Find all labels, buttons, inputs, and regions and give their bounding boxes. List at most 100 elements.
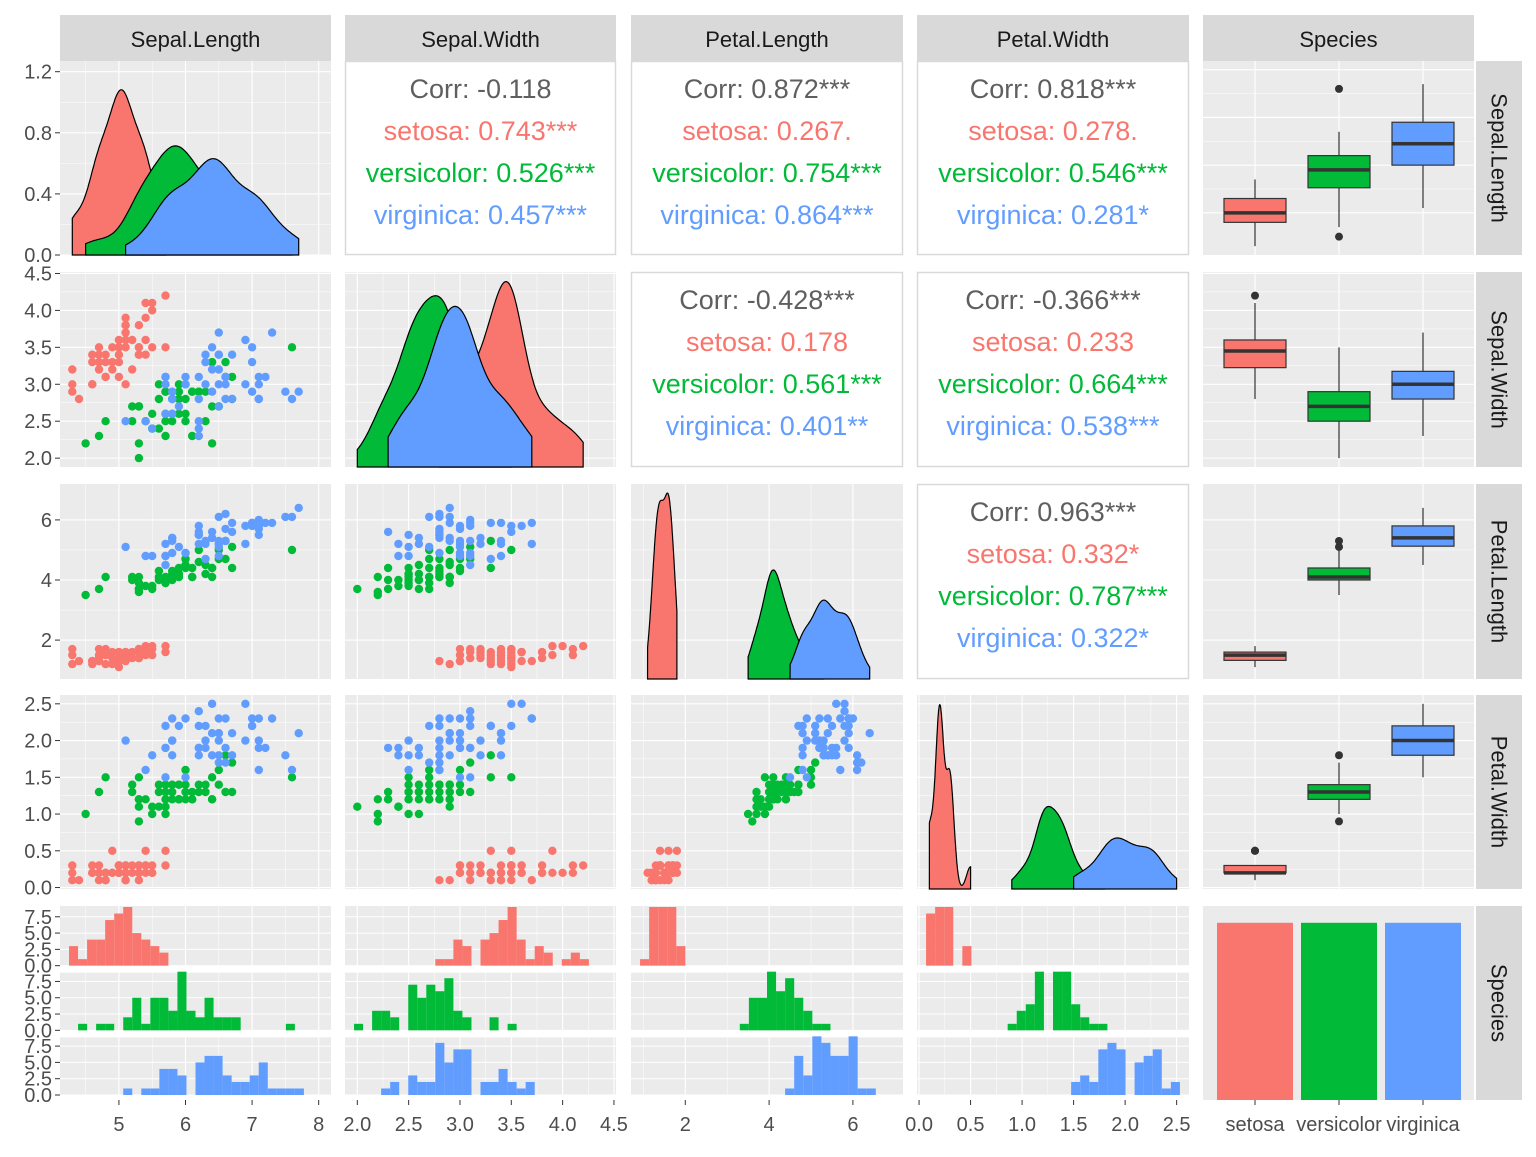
point-virginica [214, 380, 223, 389]
point-versicolor [201, 569, 210, 579]
hist-bar-versicolor [132, 997, 142, 1031]
point-setosa [94, 357, 104, 367]
point-setosa [134, 350, 144, 359]
hist-bar-versicolor [372, 1010, 382, 1031]
point-virginica [168, 751, 177, 760]
point-virginica [811, 721, 820, 731]
point-versicolor [161, 787, 170, 797]
point-virginica [207, 533, 217, 543]
point-virginica [261, 372, 270, 382]
hist-bar-versicolor [489, 1017, 499, 1031]
point-virginica [435, 548, 444, 558]
facet-gap [345, 1030, 616, 1038]
point-setosa [128, 365, 137, 374]
hist-bar-virginica [150, 1088, 160, 1095]
hist-bar-setosa [543, 952, 553, 966]
hist-bar-setosa [69, 946, 79, 966]
panel-r3-c2 [631, 695, 903, 889]
point-setosa [101, 876, 110, 885]
hist-bar-setosa [87, 939, 97, 966]
point-versicolor [161, 795, 170, 804]
point-virginica [161, 409, 170, 418]
corr-versicolor: versicolor: 0.787*** [938, 581, 1168, 611]
point-virginica [181, 773, 190, 782]
point-versicolor [101, 773, 110, 782]
hist-bar-versicolor [150, 997, 160, 1031]
hist-bar-versicolor [748, 997, 758, 1031]
point-virginica [174, 721, 184, 731]
point-versicolor [154, 575, 164, 585]
point-versicolor [455, 563, 465, 573]
hist-bar-versicolor [767, 971, 777, 1031]
point-versicolor [194, 557, 203, 567]
point-setosa [527, 876, 536, 885]
point-virginica [785, 773, 795, 782]
hist-bar-versicolor [785, 978, 795, 1031]
point-versicolor [188, 795, 197, 804]
hist-bar-versicolor [1062, 971, 1072, 1031]
point-virginica [852, 758, 862, 767]
point-virginica [254, 515, 263, 525]
point-virginica [161, 372, 170, 382]
point-virginica [194, 751, 203, 760]
point-setosa [128, 335, 137, 345]
point-virginica [174, 542, 184, 552]
point-virginica [194, 530, 203, 540]
point-virginica [247, 714, 257, 723]
point-versicolor [94, 431, 104, 441]
panel-r3-c4 [1203, 695, 1474, 889]
point-versicolor [794, 780, 803, 789]
hist-bar-virginica [1143, 1055, 1153, 1095]
point-setosa [74, 656, 84, 666]
point-versicolor [806, 765, 816, 775]
point-setosa [537, 861, 547, 870]
point-versicolor [134, 402, 144, 411]
point-virginica [254, 524, 263, 534]
point-virginica [425, 758, 434, 767]
point-versicolor [221, 357, 230, 367]
point-virginica [496, 518, 506, 528]
point-versicolor [748, 817, 757, 826]
point-virginica [161, 551, 170, 561]
point-setosa [445, 659, 454, 669]
hist-bar-virginica [123, 1088, 133, 1095]
hist-bar-virginica [1107, 1042, 1117, 1095]
point-virginica [207, 365, 217, 374]
point-versicolor [148, 802, 157, 811]
y-tick-label: 0.0 [24, 245, 52, 267]
point-setosa [101, 659, 110, 669]
row-strip [1476, 484, 1522, 679]
point-setosa [445, 876, 454, 885]
point-setosa [466, 868, 475, 877]
hist-bar-versicolor [195, 1017, 205, 1031]
point-virginica [161, 539, 170, 549]
point-virginica [261, 743, 270, 753]
hist-bar-versicolor [390, 1017, 400, 1031]
box-versicolor [1307, 155, 1371, 189]
point-virginica [148, 751, 157, 760]
point-setosa [88, 350, 97, 359]
hist-bar-versicolor [776, 991, 786, 1031]
hist-bar-setosa [640, 959, 650, 966]
point-setosa [128, 653, 137, 663]
point-setosa [496, 861, 506, 870]
point-versicolor [227, 372, 237, 382]
point-versicolor [227, 787, 237, 797]
hist-bar-virginica [848, 1036, 858, 1095]
point-setosa [121, 868, 130, 877]
point-setosa [568, 861, 578, 870]
correlation-panel [916, 271, 1190, 468]
point-virginica [527, 714, 536, 723]
density-setosa [646, 492, 678, 680]
point-versicolor [445, 787, 454, 797]
point-virginica [404, 765, 413, 775]
point-versicolor [425, 572, 434, 582]
point-virginica [194, 521, 203, 531]
corr-overall: Corr: 0.818*** [970, 74, 1137, 104]
point-virginica [121, 736, 130, 745]
point-versicolor [128, 780, 137, 789]
facet-gap [631, 1030, 903, 1038]
y-tick-label: 2.0 [24, 448, 52, 470]
point-versicolor [161, 780, 170, 789]
point-virginica [201, 350, 210, 359]
